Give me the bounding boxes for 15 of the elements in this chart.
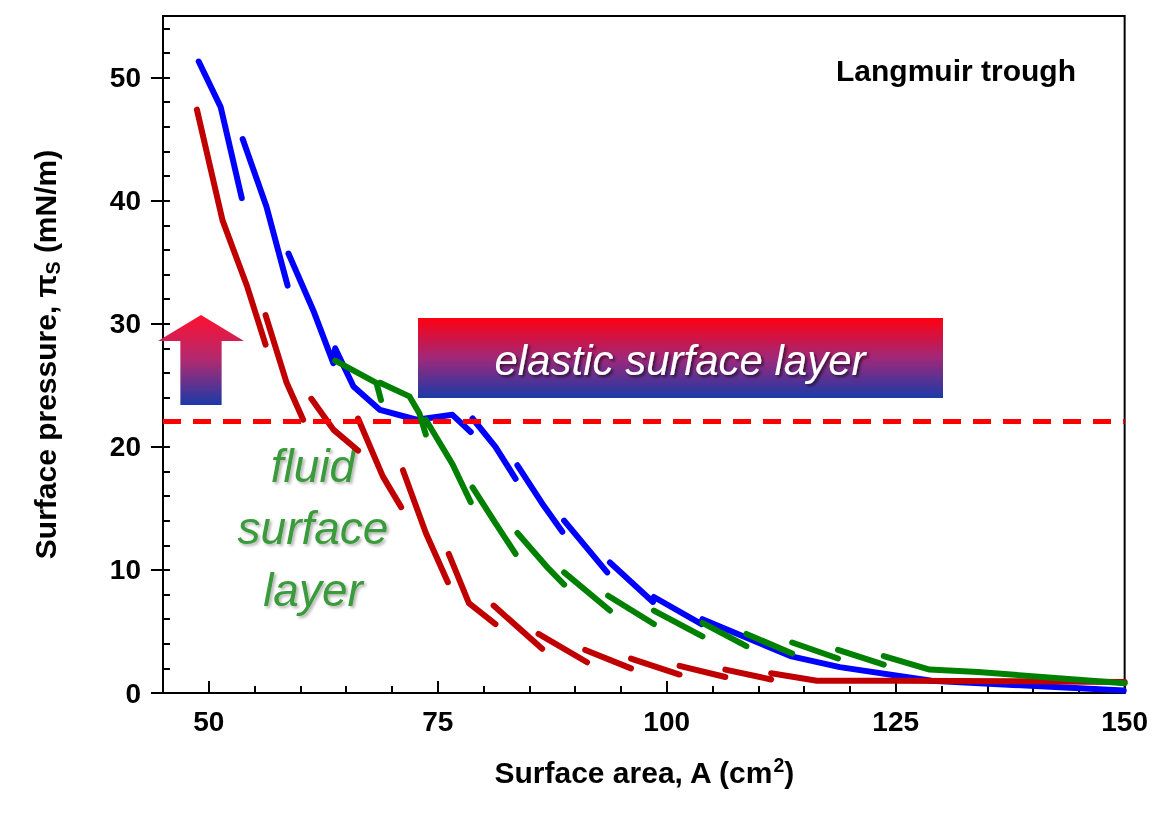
y-tick-label: 10 [109,554,141,586]
text: Langmuir trough [836,53,1077,87]
x-tick-label: 50 [193,705,225,737]
y-tick-label: 0 [125,677,141,709]
x-tick-label: 125 [872,705,920,737]
x-tick-label: 100 [643,705,691,737]
y-tick-label: 50 [109,62,141,94]
x-tick-label: 150 [1101,705,1148,737]
y-tick-label: 30 [109,308,141,340]
y-axis-title: Surface pressure, πS (mN/m) [29,149,64,560]
annotation: fluid surface layer [237,440,389,616]
annotation: elastic surface layer [494,336,868,384]
x-tick-label: 75 [422,705,454,737]
y-tick-label: 20 [109,431,141,463]
y-tick-label: 40 [109,185,141,217]
